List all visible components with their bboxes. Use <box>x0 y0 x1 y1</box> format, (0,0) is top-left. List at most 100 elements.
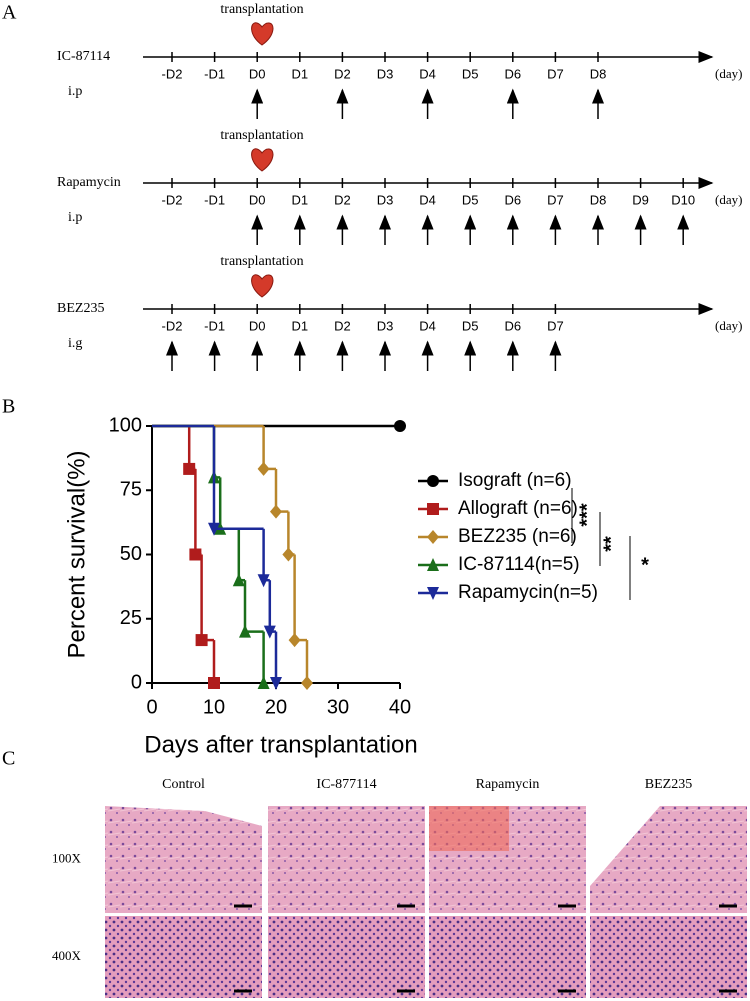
unit-label: (day) <box>715 318 742 333</box>
route-label: i.p <box>68 84 82 99</box>
y-tick-label: 25 <box>120 607 142 629</box>
unit-label: (day) <box>715 192 742 207</box>
tissue-edge <box>105 806 262 826</box>
histology-image <box>105 916 262 998</box>
legend-label: Rapamycin(n=5) <box>458 582 598 603</box>
marker <box>270 504 282 519</box>
x-tick-label: 30 <box>327 696 349 718</box>
significance-label: * <box>641 554 649 576</box>
day-label: D7 <box>547 192 564 207</box>
panel-label: C <box>2 748 15 770</box>
legend-label: BEZ235 (n=6) <box>458 526 577 547</box>
marker <box>208 677 220 689</box>
day-label: D5 <box>462 66 479 81</box>
marker <box>427 587 439 600</box>
y-axis-title: Percent survival(%) <box>63 450 90 658</box>
significance-label: *** <box>576 503 598 527</box>
marker <box>257 574 270 588</box>
heart-icon <box>251 22 274 46</box>
column-label: IC-877114 <box>316 777 376 792</box>
legend-label: Isograft (n=6) <box>458 470 572 491</box>
day-label: D7 <box>547 318 564 333</box>
day-label: D4 <box>419 318 436 333</box>
event-label: transplantation <box>220 128 303 143</box>
day-label: D5 <box>462 192 479 207</box>
y-tick-label: 75 <box>120 479 142 501</box>
day-label: D3 <box>377 318 394 333</box>
event-label: transplantation <box>220 2 303 17</box>
x-tick-label: 20 <box>265 696 287 718</box>
x-tick-label: 0 <box>146 696 157 718</box>
marker <box>257 676 270 689</box>
marker <box>427 503 439 515</box>
day-label: D0 <box>249 192 266 207</box>
marker <box>263 625 276 639</box>
legend-label: Allograft (n=6) <box>458 498 578 519</box>
column-label: BEZ235 <box>645 777 692 792</box>
row-label: 400X <box>52 948 82 963</box>
marker <box>183 462 196 475</box>
panel-label: A <box>2 2 17 24</box>
marker <box>239 624 251 638</box>
heart-icon <box>251 274 274 298</box>
marker <box>208 522 220 536</box>
marker <box>270 677 282 690</box>
y-tick-label: 50 <box>120 543 142 565</box>
marker <box>282 547 295 562</box>
legend-label: IC-87114(n=5) <box>458 554 580 575</box>
unit-label: (day) <box>715 66 742 81</box>
heart-icon <box>251 148 274 172</box>
day-label: D8 <box>590 192 607 207</box>
day-label: D8 <box>590 66 607 81</box>
histology-image <box>268 806 425 913</box>
x-tick-label: 10 <box>203 696 225 718</box>
y-tick-label: 0 <box>131 671 142 693</box>
significance-label: ** <box>600 536 622 552</box>
day-label: D1 <box>291 192 308 207</box>
marker <box>288 633 301 648</box>
row-label: 100X <box>52 850 82 865</box>
drug-label: BEZ235 <box>57 301 104 316</box>
histology-image <box>590 916 747 998</box>
marker <box>427 558 439 571</box>
day-label: D0 <box>249 66 266 81</box>
x-axis-title: Days after transplantation <box>144 731 417 758</box>
marker <box>301 676 313 690</box>
event-label: transplantation <box>220 254 303 269</box>
day-label: D5 <box>462 318 479 333</box>
marker <box>195 634 208 647</box>
day-label: D6 <box>504 66 521 81</box>
column-label: Control <box>162 777 205 792</box>
day-label: D9 <box>632 192 649 207</box>
x-tick-label: 40 <box>389 696 411 718</box>
panel-label: B <box>2 396 15 418</box>
day-label: D2 <box>334 318 351 333</box>
day-label: D3 <box>377 192 394 207</box>
route-label: i.p <box>68 210 82 225</box>
marker <box>427 475 439 487</box>
marker <box>189 548 202 561</box>
day-label: -D2 <box>162 318 183 333</box>
drug-label: IC-87114 <box>57 49 110 64</box>
day-label: D1 <box>291 66 308 81</box>
tissue-region <box>429 806 509 851</box>
day-label: -D2 <box>162 192 183 207</box>
y-tick-label: 100 <box>109 414 142 436</box>
day-label: -D1 <box>204 66 225 81</box>
marker <box>257 461 270 476</box>
route-label: i.g <box>68 336 82 351</box>
day-label: D6 <box>504 318 521 333</box>
day-label: D2 <box>334 66 351 81</box>
tissue-edge <box>590 806 660 886</box>
day-label: -D2 <box>162 66 183 81</box>
day-label: D3 <box>377 66 394 81</box>
marker <box>394 420 406 432</box>
day-label: D6 <box>504 192 521 207</box>
column-label: Rapamycin <box>476 777 540 792</box>
marker <box>427 530 439 544</box>
day-label: -D1 <box>204 318 225 333</box>
histology-image <box>429 916 586 998</box>
drug-label: Rapamycin <box>57 175 121 190</box>
day-label: D4 <box>419 192 436 207</box>
